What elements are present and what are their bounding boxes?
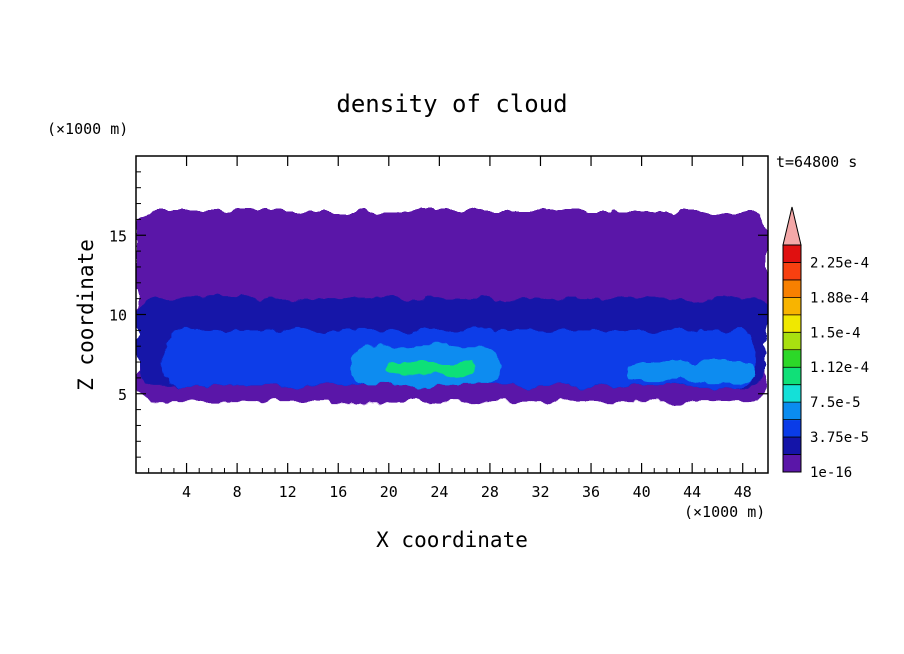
x-axis-unit: (×1000 m) [684, 503, 765, 521]
y-axis-label: Z coordinate [74, 239, 98, 391]
colorbar-segment [783, 262, 801, 281]
x-tick-label: 32 [531, 483, 549, 501]
x-tick-label: 44 [683, 483, 701, 501]
colorbar-segment [783, 367, 801, 386]
colorbar-label: 1.12e-4 [810, 360, 869, 376]
colorbar-segment [783, 419, 801, 438]
y-tick-label: 5 [118, 386, 127, 404]
colorbar-segment [783, 349, 801, 368]
colorbar: 1e-16 3.75e-5 7.5e-5 1.12e-4 1.5e-4 1.88e-4 2.… [782, 206, 869, 481]
chart-title: density of cloud [336, 90, 567, 118]
colorbar-extend-arrow [782, 206, 802, 246]
x-axis: 4 8 12 16 20 24 28 32 36 40 44 48 [148, 156, 756, 501]
colorbar-label: 2.25e-4 [810, 255, 869, 271]
x-tick-label: 48 [734, 483, 752, 501]
y-tick-label: 10 [109, 307, 127, 325]
colorbar-segment [783, 402, 801, 421]
x-tick-label: 12 [279, 483, 297, 501]
colorbar-segment [783, 297, 801, 316]
colorbar-segment [783, 437, 801, 456]
y-tick-label: 15 [109, 227, 127, 245]
x-axis-label: X coordinate [376, 528, 528, 552]
cloud-field [136, 211, 768, 402]
colorbar-segment [783, 279, 801, 298]
y-axis: 5 10 15 [109, 171, 768, 458]
x-tick-label: 4 [182, 483, 191, 501]
time-label: t=64800 s [776, 153, 857, 171]
x-tick-label: 36 [582, 483, 600, 501]
plot-area [136, 211, 768, 402]
colorbar-segment [783, 245, 801, 263]
colorbar-segment [783, 384, 801, 403]
colorbar-label: 1.5e-4 [810, 325, 861, 341]
x-tick-label: 40 [633, 483, 651, 501]
colorbar-segment [783, 454, 801, 473]
x-tick-label: 8 [233, 483, 242, 501]
colorbar-label: 7.5e-5 [810, 395, 861, 411]
cloud-band-5 [388, 362, 478, 375]
cloud-band-4 [628, 362, 756, 382]
colorbar-segment [783, 332, 801, 351]
x-tick-label: 16 [329, 483, 347, 501]
colorbar-segment [783, 314, 801, 333]
x-tick-label: 24 [430, 483, 448, 501]
colorbar-label: 3.75e-5 [810, 430, 869, 446]
x-tick-label: 28 [481, 483, 499, 501]
y-axis-unit: (×1000 m) [47, 120, 128, 138]
colorbar-label: 1.88e-4 [810, 290, 869, 306]
colorbar-label: 1e-16 [810, 465, 852, 481]
x-tick-label: 20 [380, 483, 398, 501]
